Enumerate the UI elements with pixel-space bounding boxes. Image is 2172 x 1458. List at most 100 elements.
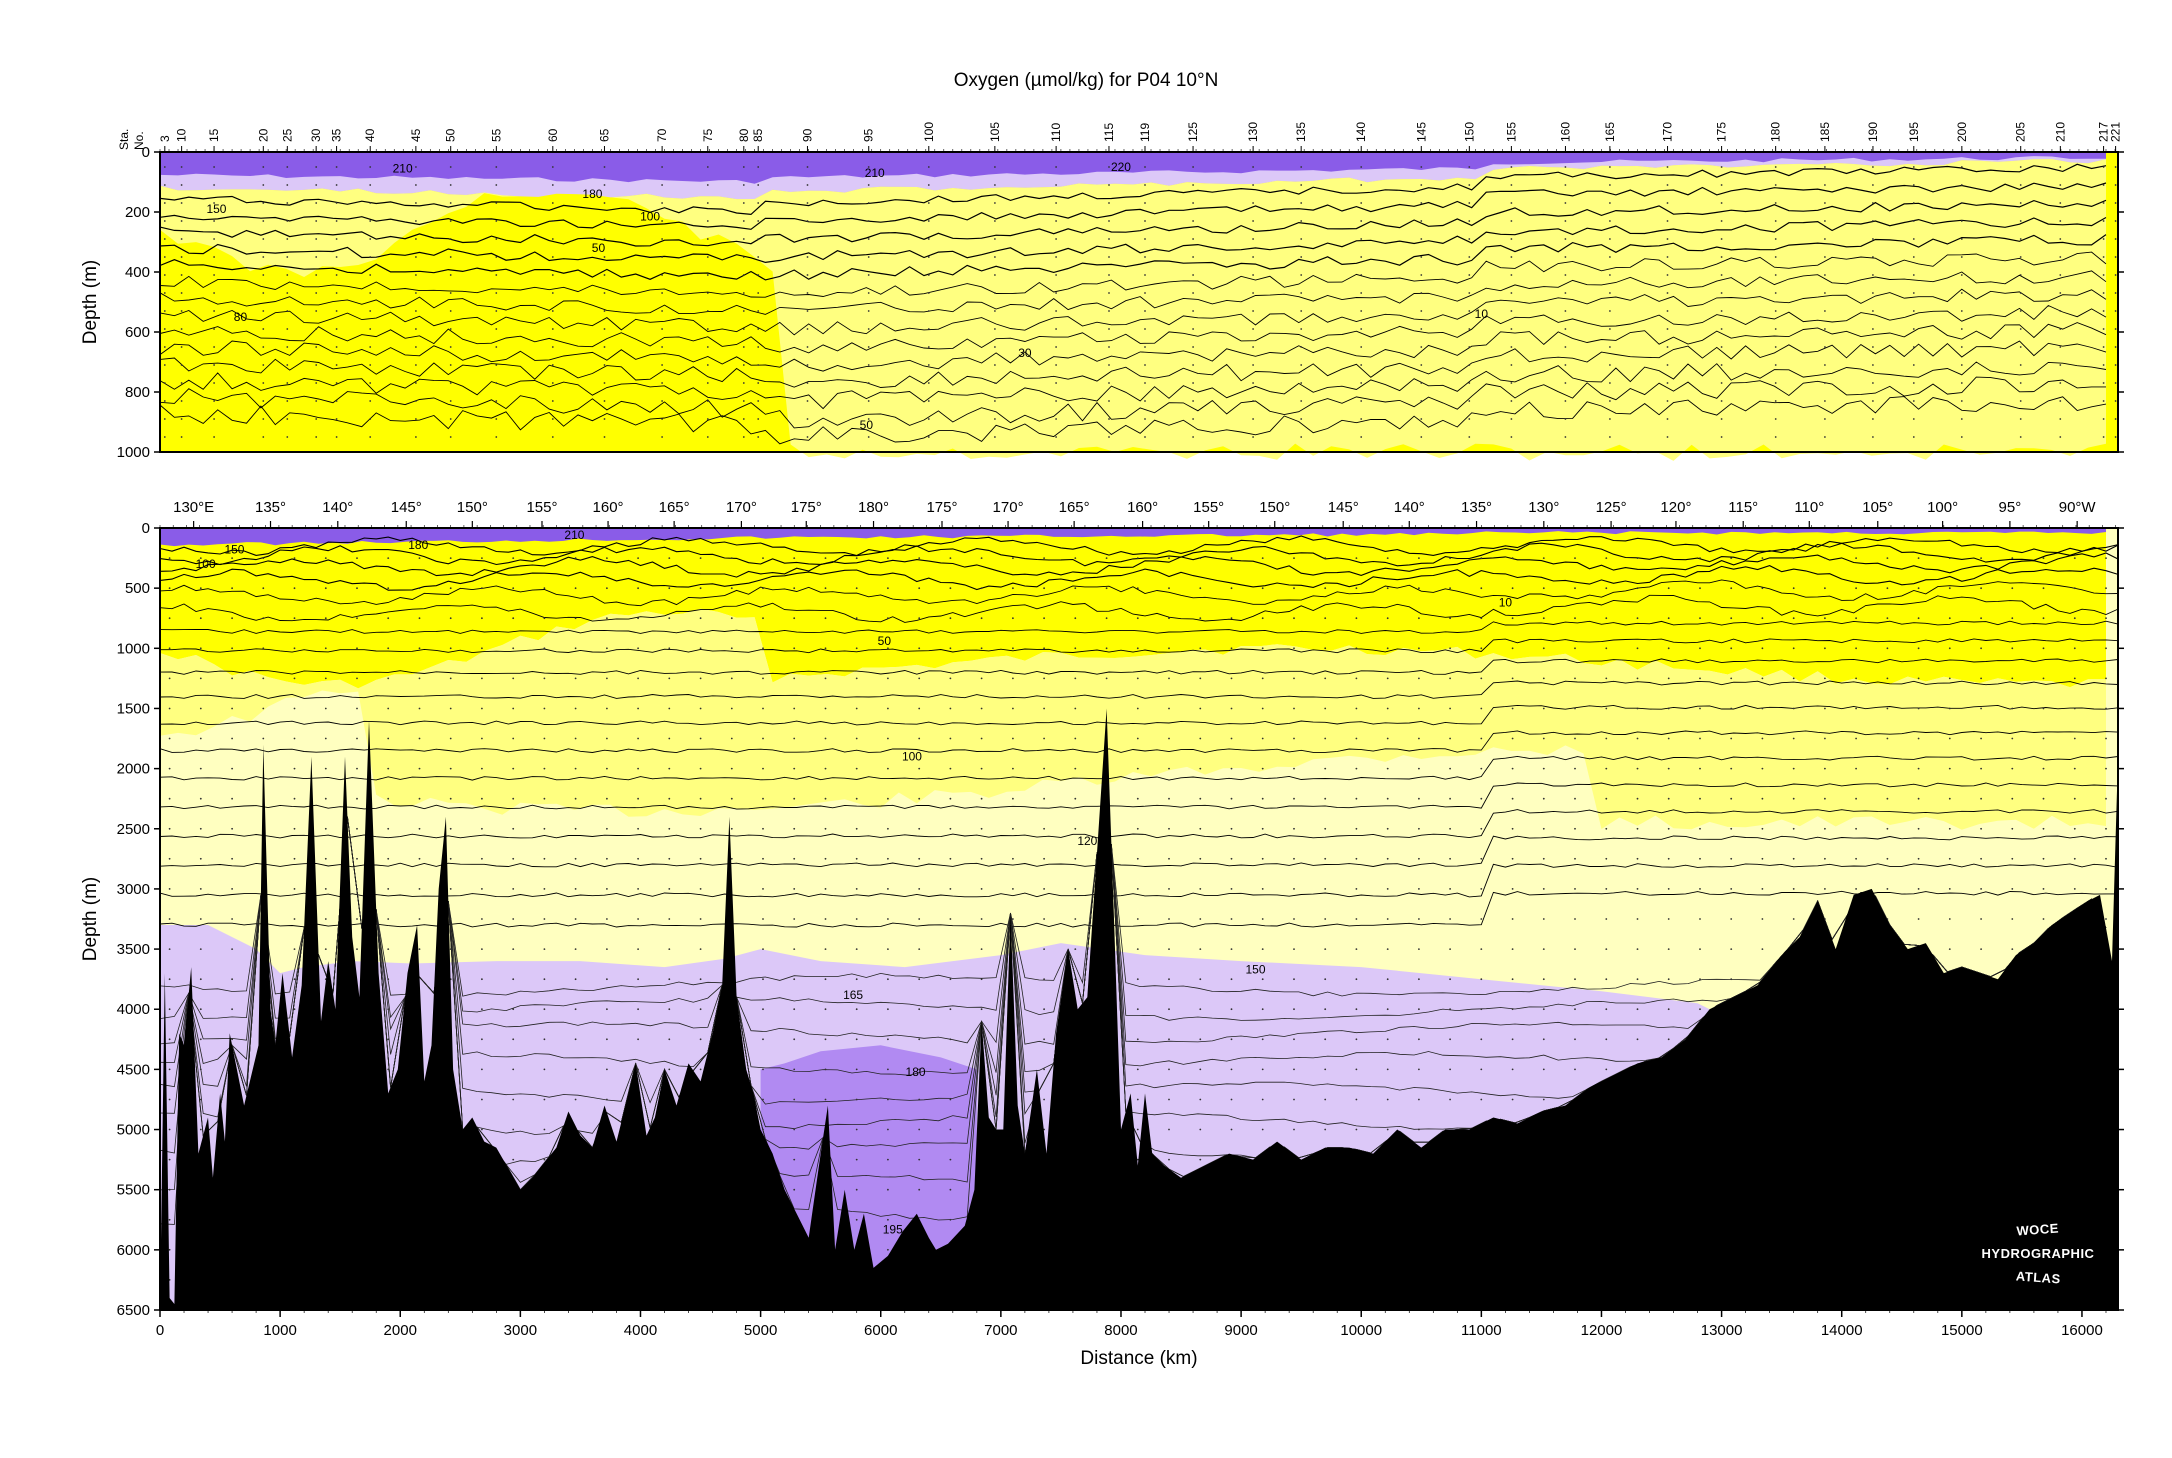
lower-sample-dot (637, 1068, 639, 1071)
upper-sample-dot (706, 364, 709, 366)
station-axis: 3 10 15 20 25 30 35 40 45 50 55 60 65 70 75 80 85 90 95 100… (158, 122, 2123, 152)
lower-sample-dot (949, 797, 952, 800)
lower-sample-dot (824, 1068, 827, 1071)
upper-contour-line (159, 322, 2107, 372)
lower-sample-dot (824, 857, 827, 860)
lower-sample-dot (543, 737, 546, 740)
lower-sample-dot (637, 797, 639, 800)
lower-sample-dot (2105, 587, 2107, 590)
lower-sample-dot (1730, 707, 1733, 710)
lower-sample-dot (168, 587, 171, 590)
longitude-tick-label: 170° (993, 499, 1024, 516)
lower-sample-dot (356, 918, 358, 920)
lower-sample-dot (949, 918, 952, 920)
upper-sample-dot (2019, 184, 2022, 186)
lower-sample-dot (887, 617, 889, 620)
lower-sample-dot (168, 857, 171, 860)
upper-sample-dot (1564, 328, 1567, 330)
lower-sample-dot (1761, 647, 1764, 650)
upper-sample-dot (806, 382, 809, 384)
lower-sample-dot (2073, 677, 2076, 680)
lower-sample-dot (2105, 617, 2107, 620)
lower-sample-dot (574, 707, 577, 710)
lower-sample-dot (1917, 617, 1920, 620)
lower-sample-dot (1917, 797, 1920, 800)
lower-sample-dot (606, 857, 608, 860)
lower-sample-dot (418, 707, 421, 710)
upper-sample-dot (1720, 310, 1723, 312)
lower-sample-dot (668, 857, 671, 860)
lower-sample-dot (1293, 1038, 1295, 1041)
upper-sample-dot (1510, 364, 1513, 366)
lower-sample-dot (918, 767, 921, 770)
lower-sample-dot (668, 677, 671, 680)
lower-contour-label: 150 (224, 543, 244, 557)
upper-sample-dot (551, 328, 554, 330)
upper-sample-dot (1420, 382, 1423, 384)
lower-sample-dot (1480, 587, 1483, 590)
upper-sample-dot (415, 256, 417, 258)
lower-sample-dot (1386, 1038, 1389, 1041)
upper-sample-dot (867, 418, 870, 420)
upper-sample-dot (2114, 310, 2117, 312)
upper-sample-dot (1360, 382, 1363, 384)
station-tick-label: 145 (1414, 122, 1428, 142)
lower-sample-dot (1480, 767, 1483, 770)
upper-sample-dot (1912, 364, 1915, 366)
longitude-tick-label: 125° (1596, 499, 1627, 516)
upper-sample-dot (262, 184, 265, 186)
lower-contour-label: 180 (408, 538, 428, 552)
lower-sample-dot (1605, 557, 1608, 559)
lower-sample-dot (637, 767, 639, 770)
lower-sample-dot (1980, 707, 1982, 710)
lower-sample-dot (606, 1038, 608, 1041)
longitude-tick-label: 175° (926, 499, 957, 516)
lower-sample-dot (1449, 1068, 1451, 1071)
upper-sample-dot (1192, 238, 1194, 240)
lower-sample-dot (1917, 827, 1920, 830)
lower-sample-dot (1699, 737, 1701, 740)
longitude-tick-label: 120° (1660, 499, 1691, 516)
upper-sample-dot (706, 400, 709, 402)
lower-sample-dot (793, 677, 796, 680)
upper-sample-dot (1360, 202, 1363, 204)
lower-sample-dot (1730, 737, 1733, 740)
upper-sample-dot (180, 400, 183, 402)
upper-sample-dot (1872, 292, 1874, 294)
lower-sample-dot (481, 737, 483, 740)
lower-sample-dot (855, 918, 858, 920)
lower-sample-dot (356, 857, 358, 860)
lower-sample-dot (1636, 647, 1639, 650)
upper-sample-dot (1468, 184, 1471, 186)
upper-sample-dot (1872, 238, 1874, 240)
lower-sample-dot (1043, 888, 1045, 890)
upper-sample-dot (2114, 364, 2117, 366)
lower-sample-dot (168, 888, 171, 890)
station-tick-label: 70 (655, 128, 669, 142)
upper-sample-dot (1252, 256, 1254, 258)
upper-sample-dot (213, 202, 216, 204)
upper-sample-dot (1144, 400, 1146, 402)
lower-sample-dot (637, 1038, 639, 1041)
longitude-tick-label: 140° (322, 499, 353, 516)
upper-sample-dot (1609, 400, 1611, 402)
upper-contour-line (159, 288, 2107, 336)
x-tick-label: 10000 (1340, 1322, 1382, 1339)
lower-sample-dot (543, 797, 546, 800)
lower-sample-dot (2011, 888, 2014, 890)
upper-sample-dot (1872, 418, 1874, 420)
upper-sample-dot (1108, 382, 1110, 384)
lower-sample-dot (1605, 857, 1608, 860)
upper-sample-dot (449, 274, 452, 276)
lower-sample-dot (1699, 617, 1701, 620)
lower-sample-dot (168, 1218, 171, 1221)
upper-y-tick-label: 1000 (117, 444, 150, 461)
upper-sample-dot (1872, 202, 1874, 204)
lower-sample-dot (1449, 1038, 1451, 1041)
lower-sample-dot (543, 948, 546, 950)
lower-sample-dot (1418, 1098, 1420, 1101)
upper-sample-dot (286, 436, 289, 438)
longitude-tick-label: 150° (457, 499, 488, 516)
upper-sample-dot (286, 256, 289, 258)
